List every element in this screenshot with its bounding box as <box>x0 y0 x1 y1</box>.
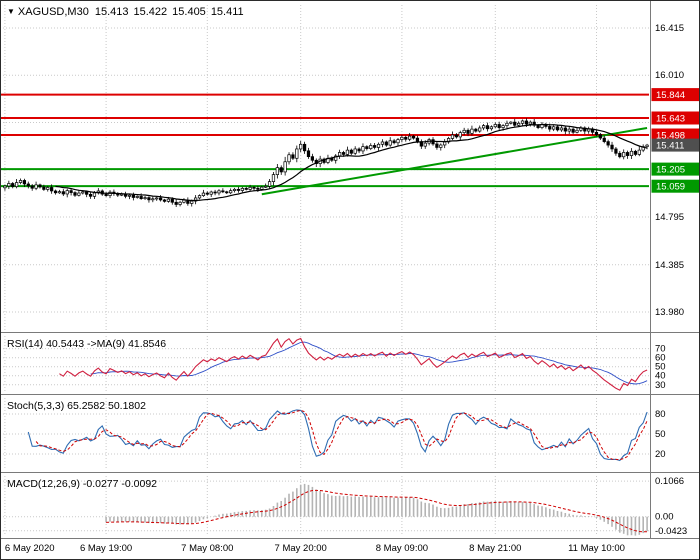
price-tick-label: 14.385 <box>655 260 684 271</box>
indicator-scale-label: 60 <box>655 353 666 364</box>
price-tick-label: 14.795 <box>655 212 684 223</box>
price-tick-label: 16.415 <box>655 23 684 34</box>
svg-text:15.205: 15.205 <box>656 165 685 176</box>
time-axis-labels: 6 May 2020 6 May 19:00 7 May 08:00 7 May 20… <box>5 543 625 554</box>
time-label: 8 May 09:00 <box>376 543 428 554</box>
symbol-dropdown-icon[interactable]: ▼ <box>7 7 15 16</box>
level-price-badge <box>651 162 699 176</box>
indicator-scale-label: 50 <box>655 429 666 440</box>
grid-lines <box>3 5 649 536</box>
price-panel-surface[interactable] <box>1 5 649 330</box>
level-price-badge <box>651 179 699 193</box>
candles <box>3 118 649 207</box>
price-tick-label: 13.980 <box>655 307 684 318</box>
stochastic-plot: 80 50 20 <box>3 409 666 462</box>
stoch-panel-surface[interactable] <box>1 398 649 470</box>
level-price-badge <box>651 128 699 142</box>
price-scale-axis[interactable] <box>651 1 700 538</box>
indicator-scale-label: 0.00 <box>655 512 674 523</box>
indicator-scale-label: -0.0423 <box>655 526 687 537</box>
time-label: 6 May 2020 <box>5 543 55 554</box>
indicator-scale-label: 30 <box>655 380 666 391</box>
svg-text:15.059: 15.059 <box>656 182 685 193</box>
price-scale-labels: 16.415 16.010 14.795 14.385 13.980 15.844 15.6… <box>651 23 699 318</box>
indicator-scale-label: 0.1066 <box>655 476 684 487</box>
svg-text:15.844: 15.844 <box>656 90 685 101</box>
trend-line <box>261 126 648 196</box>
time-label: 7 May 08:00 <box>181 543 233 554</box>
time-label: 6 May 19:00 <box>80 543 132 554</box>
time-label: 11 May 10:00 <box>568 543 625 554</box>
indicator-scale-label: 70 <box>655 344 666 355</box>
time-label: 7 May 20:00 <box>275 543 327 554</box>
svg-text:15.643: 15.643 <box>656 114 685 125</box>
time-label: 8 May 21:00 <box>469 543 521 554</box>
price-tick-label: 16.010 <box>655 70 684 81</box>
ma-line <box>55 123 648 202</box>
level-price-badge <box>651 88 699 102</box>
macd-panel-surface[interactable] <box>1 476 649 536</box>
indicator-scale-label: 80 <box>655 409 666 420</box>
rsi-panel-surface[interactable] <box>1 336 649 392</box>
indicator-scale-label: 40 <box>655 371 666 382</box>
macd-plot: 0.1066 0.00 -0.0423 <box>3 476 687 537</box>
current-price-badge <box>651 138 699 152</box>
time-axis[interactable] <box>1 539 651 560</box>
svg-text:15.498: 15.498 <box>656 131 685 142</box>
rsi-plot: 7060504030 <box>3 337 666 391</box>
indicator-scale-label: 50 <box>655 362 666 373</box>
svg-text:15.411: 15.411 <box>656 141 684 152</box>
indicator-scale-label: 20 <box>655 449 666 460</box>
level-price-badge <box>651 111 699 125</box>
frame-lines <box>1 1 699 539</box>
support-resistance-lines <box>1 93 649 196</box>
